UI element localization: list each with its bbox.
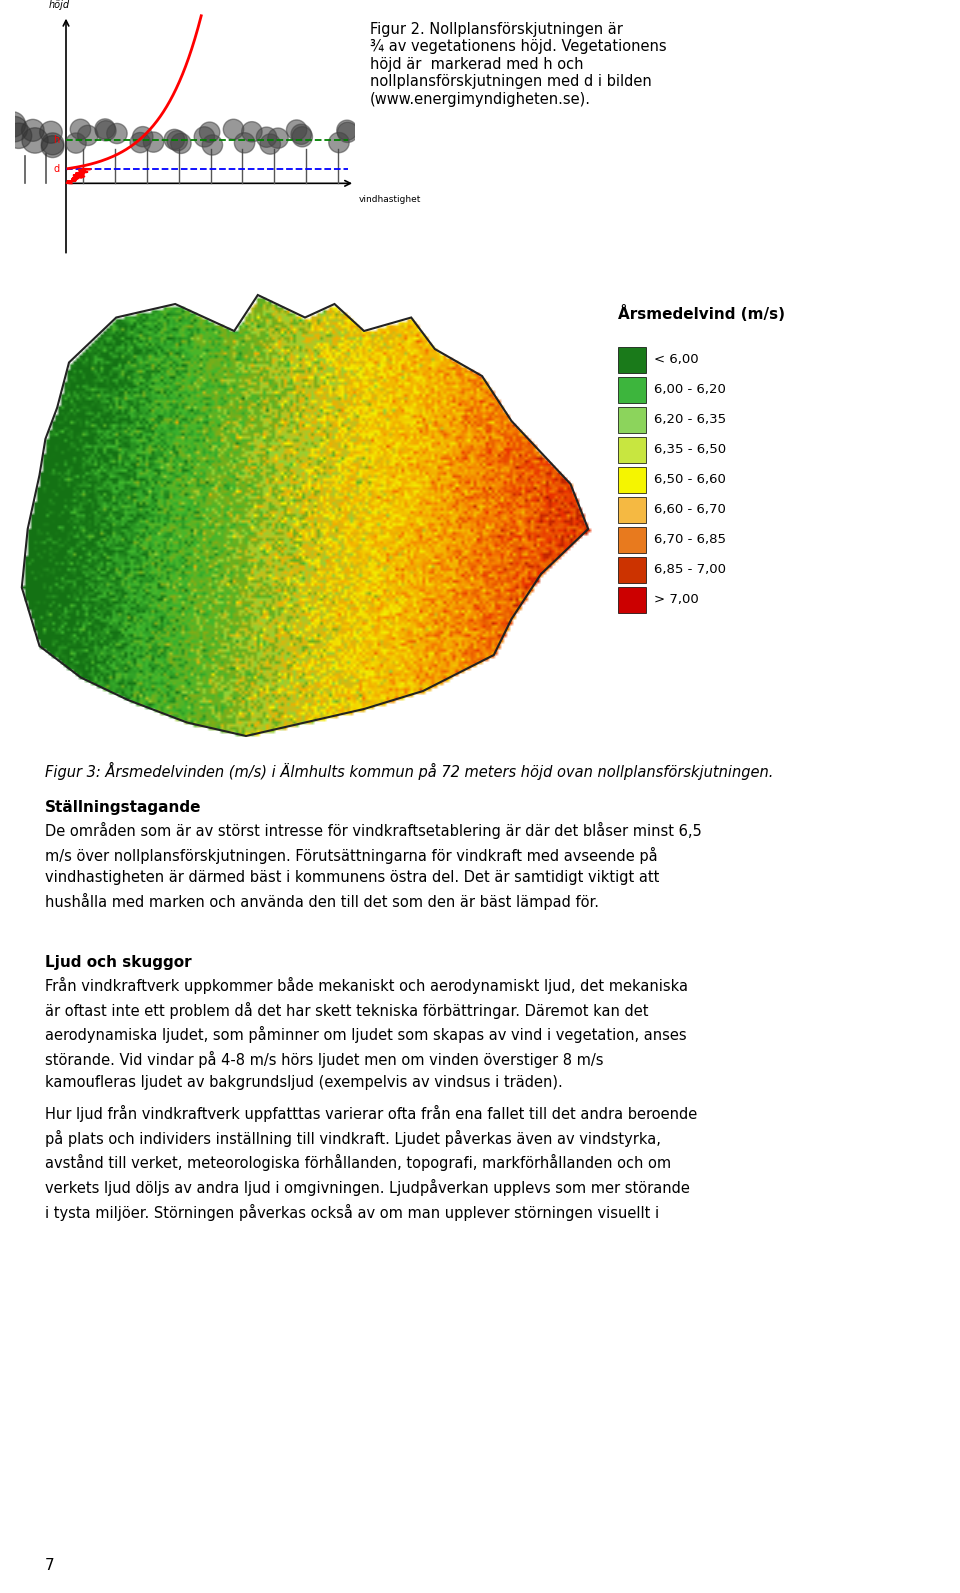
FancyBboxPatch shape bbox=[618, 436, 646, 464]
Text: Hur ljud från vindkraftverk uppfatttas varierar ofta från ena fallet till det an: Hur ljud från vindkraftverk uppfatttas v… bbox=[45, 1106, 697, 1220]
FancyBboxPatch shape bbox=[618, 527, 646, 553]
Ellipse shape bbox=[95, 119, 115, 139]
Ellipse shape bbox=[194, 127, 215, 147]
Ellipse shape bbox=[6, 123, 32, 148]
Text: höjd: höjd bbox=[49, 0, 70, 10]
FancyBboxPatch shape bbox=[618, 378, 646, 403]
Text: 6,85 - 7,00: 6,85 - 7,00 bbox=[654, 564, 726, 577]
Text: 6,60 - 6,70: 6,60 - 6,70 bbox=[654, 503, 726, 516]
Ellipse shape bbox=[41, 135, 64, 158]
Ellipse shape bbox=[39, 121, 62, 143]
Ellipse shape bbox=[337, 119, 357, 140]
Ellipse shape bbox=[260, 134, 280, 155]
Text: 6,70 - 6,85: 6,70 - 6,85 bbox=[654, 534, 726, 546]
Text: Från vindkraftverk uppkommer både mekaniskt och aerodynamiskt ljud, det mekanisk: Från vindkraftverk uppkommer både mekani… bbox=[45, 977, 688, 1090]
Ellipse shape bbox=[130, 132, 151, 153]
FancyBboxPatch shape bbox=[618, 586, 646, 613]
Text: 6,00 - 6,20: 6,00 - 6,20 bbox=[654, 384, 726, 397]
Text: h: h bbox=[53, 135, 60, 145]
Ellipse shape bbox=[167, 131, 187, 151]
Ellipse shape bbox=[0, 112, 26, 137]
FancyBboxPatch shape bbox=[618, 467, 646, 492]
Text: vindhastighet: vindhastighet bbox=[358, 194, 420, 204]
Ellipse shape bbox=[200, 123, 220, 142]
Ellipse shape bbox=[337, 123, 358, 142]
Ellipse shape bbox=[171, 134, 191, 153]
Ellipse shape bbox=[291, 124, 311, 145]
Text: < 6,00: < 6,00 bbox=[654, 354, 699, 366]
Ellipse shape bbox=[132, 126, 153, 147]
FancyBboxPatch shape bbox=[618, 347, 646, 373]
Text: De områden som är av störst intresse för vindkraftsetablering är där det blåser : De områden som är av störst intresse för… bbox=[45, 822, 702, 910]
Text: 6,35 - 6,50: 6,35 - 6,50 bbox=[654, 443, 726, 457]
FancyBboxPatch shape bbox=[618, 558, 646, 583]
Ellipse shape bbox=[328, 132, 349, 153]
Text: Figur 2. Nollplansförskjutningen är
¾ av vegetationens höjd. Vegetationens
höjd : Figur 2. Nollplansförskjutningen är ¾ av… bbox=[370, 22, 666, 107]
Ellipse shape bbox=[21, 119, 44, 142]
Ellipse shape bbox=[0, 108, 7, 139]
Ellipse shape bbox=[143, 132, 164, 153]
Ellipse shape bbox=[107, 123, 127, 143]
Ellipse shape bbox=[66, 132, 86, 153]
FancyBboxPatch shape bbox=[618, 406, 646, 433]
Ellipse shape bbox=[164, 129, 184, 150]
Ellipse shape bbox=[286, 119, 307, 140]
Text: 6,20 - 6,35: 6,20 - 6,35 bbox=[654, 414, 726, 427]
Ellipse shape bbox=[70, 119, 90, 140]
Ellipse shape bbox=[22, 127, 48, 153]
Ellipse shape bbox=[242, 121, 262, 142]
Text: 6,50 - 6,60: 6,50 - 6,60 bbox=[654, 473, 726, 486]
Text: d: d bbox=[53, 164, 60, 174]
Text: > 7,00: > 7,00 bbox=[654, 594, 699, 607]
Text: Figur 3: Årsmedelvinden (m/s) i Älmhults kommun på 72 meters höjd ovan nollplans: Figur 3: Årsmedelvinden (m/s) i Älmhults… bbox=[45, 761, 774, 781]
Ellipse shape bbox=[203, 135, 223, 155]
Ellipse shape bbox=[224, 119, 244, 140]
Ellipse shape bbox=[1, 116, 28, 142]
Ellipse shape bbox=[234, 132, 254, 153]
Text: Ljud och skuggor: Ljud och skuggor bbox=[45, 954, 192, 970]
Text: 7: 7 bbox=[45, 1558, 55, 1572]
Ellipse shape bbox=[41, 132, 64, 155]
FancyBboxPatch shape bbox=[618, 497, 646, 523]
Ellipse shape bbox=[268, 127, 288, 148]
Ellipse shape bbox=[256, 127, 276, 147]
Text: Ställningstagande: Ställningstagande bbox=[45, 800, 202, 816]
Ellipse shape bbox=[78, 126, 98, 145]
Ellipse shape bbox=[96, 121, 116, 140]
Text: Årsmedelvind (m/s): Årsmedelvind (m/s) bbox=[618, 304, 785, 322]
Ellipse shape bbox=[292, 127, 313, 147]
